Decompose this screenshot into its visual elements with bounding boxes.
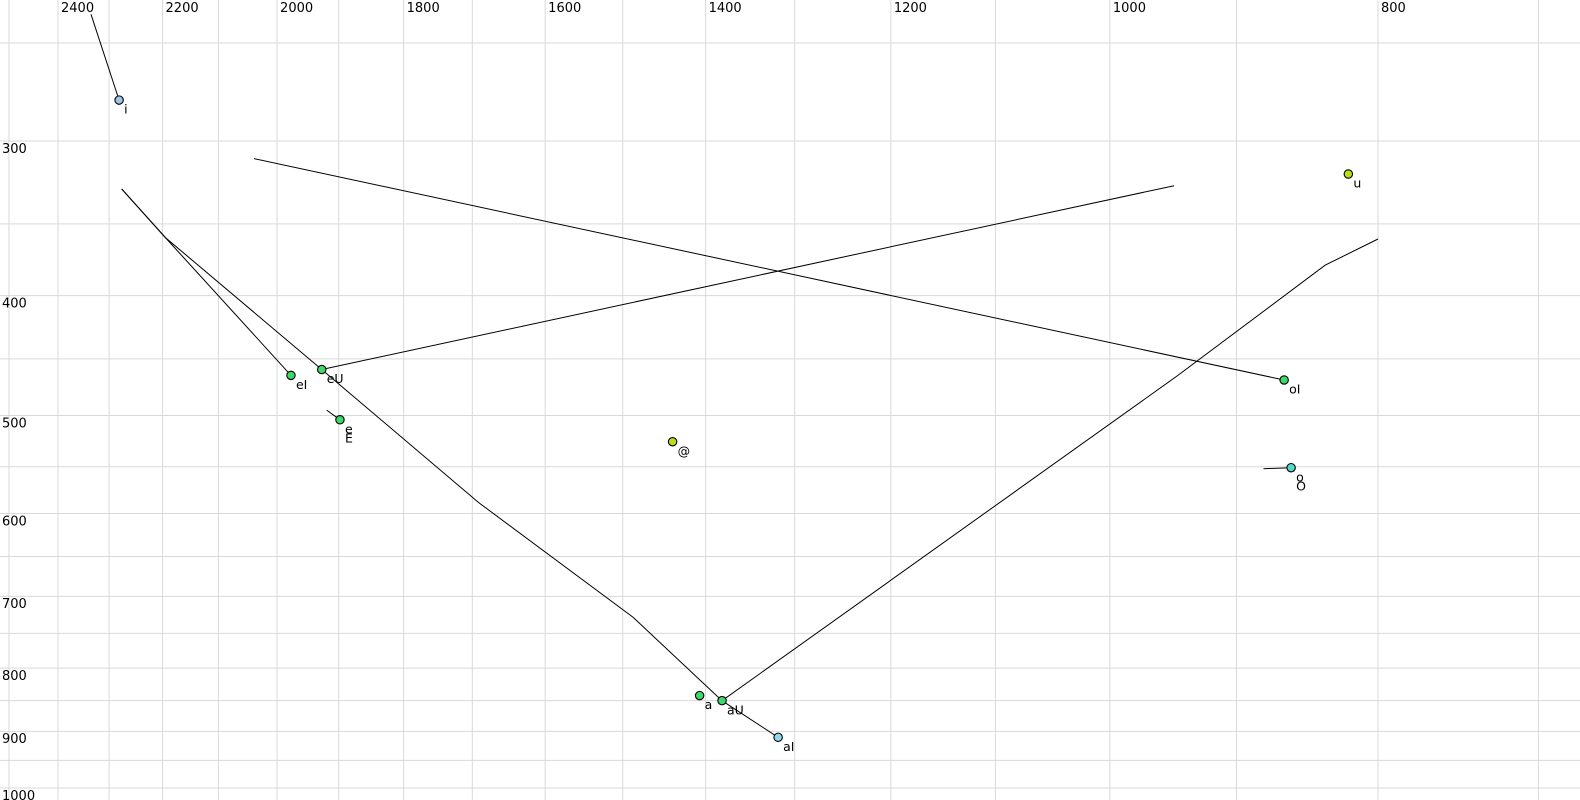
vowel-label-i: i bbox=[124, 102, 127, 117]
trajectory-i bbox=[90, 14, 120, 101]
vowel-point-@ bbox=[667, 436, 678, 447]
vowel-point-oI bbox=[1279, 375, 1289, 385]
vowel-point-eU bbox=[316, 364, 327, 375]
vowel-label-e: e bbox=[345, 421, 353, 436]
y-axis-tick-800: 800 bbox=[2, 669, 27, 684]
y-axis-tick-700: 700 bbox=[2, 597, 27, 612]
vowel-point-i bbox=[114, 95, 124, 105]
trajectory-aU bbox=[721, 238, 1379, 702]
trajectory-oI bbox=[253, 158, 1285, 381]
vowel-label-oI: oI bbox=[1289, 382, 1300, 397]
y-axis-tick-600: 600 bbox=[2, 514, 27, 529]
vowel-label-a: a bbox=[705, 697, 713, 712]
vowel-label-o: o bbox=[1296, 469, 1304, 484]
vowel-label-E: E bbox=[345, 430, 353, 445]
x-axis-tick-2200: 2200 bbox=[166, 1, 199, 16]
trajectory-eU bbox=[321, 185, 1175, 370]
vowel-label-eI: eI bbox=[296, 377, 307, 392]
vowel-point-a bbox=[694, 690, 705, 701]
vowel-point-u bbox=[1343, 169, 1354, 179]
x-axis-tick-800: 800 bbox=[1381, 1, 1406, 16]
y-axis-tick-300: 300 bbox=[2, 142, 27, 157]
vowel-label-u: u bbox=[1353, 176, 1361, 191]
x-axis-tick-1800: 1800 bbox=[407, 1, 440, 16]
y-axis-tick-1000: 1000 bbox=[2, 789, 35, 800]
trajectory-aI bbox=[121, 188, 779, 738]
vowel-label-O: O bbox=[1296, 478, 1306, 493]
x-axis-tick-1200: 1200 bbox=[894, 1, 927, 16]
y-axis-tick-900: 900 bbox=[2, 732, 27, 747]
vowel-point-aI bbox=[773, 732, 783, 743]
vowel-label-@: @ bbox=[678, 443, 691, 458]
y-axis-tick-400: 400 bbox=[2, 296, 27, 311]
x-axis-tick-2000: 2000 bbox=[280, 1, 313, 16]
vowel-label-eU: eU bbox=[327, 371, 344, 386]
x-axis-tick-1000: 1000 bbox=[1113, 1, 1146, 16]
vowel-point-eI bbox=[286, 370, 296, 381]
vowel-label-aU: aU bbox=[727, 702, 744, 717]
x-axis-tick-1600: 1600 bbox=[548, 1, 581, 16]
vowel-point-o bbox=[1286, 462, 1296, 473]
vowel-point-aU bbox=[717, 695, 727, 706]
y-axis-tick-500: 500 bbox=[2, 416, 27, 431]
vowel-label-aI: aI bbox=[783, 739, 794, 754]
vowel-point-e bbox=[335, 415, 345, 425]
x-axis-tick-2400: 2400 bbox=[61, 1, 94, 16]
x-axis-tick-1400: 1400 bbox=[709, 1, 742, 16]
